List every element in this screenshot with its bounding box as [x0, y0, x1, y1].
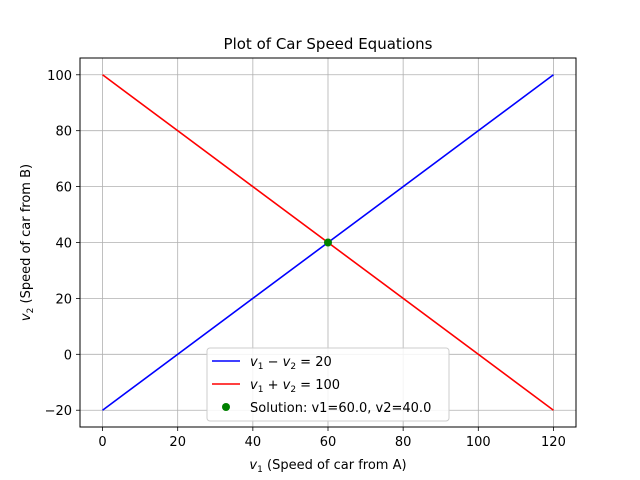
y-axis-label: v2​ (Speed of car from B): [19, 164, 36, 321]
legend-entry: v1​ + v2​ = 100: [250, 378, 340, 395]
y-tick-label: 80: [55, 125, 72, 140]
legend-box: [206, 347, 450, 422]
axis-ticks: 0 20 40 60 80 100 120 −20 0 20 40 60 80 100: [45, 69, 566, 450]
y-tick-label: 20: [55, 292, 72, 307]
chart-title: Plot of Car Speed Equations: [224, 35, 433, 53]
y-tick-label: 60: [55, 181, 72, 196]
legend-entry: v1​ − v2​ = 20: [250, 355, 332, 372]
solution-point: [324, 238, 332, 247]
x-tick-label: 60: [320, 435, 337, 450]
plot-area: [102, 74, 554, 411]
legend-marker: [222, 403, 230, 411]
x-tick-label: 100: [466, 435, 491, 450]
x-tick-label: 0: [98, 435, 106, 450]
x-tick-label: 40: [245, 435, 262, 450]
legend: v1​ − v2​ = 20 v1​ + v2​ = 100 Solution: v…: [206, 347, 450, 422]
x-tick-label: 120: [541, 435, 566, 450]
y-tick-label: −20: [45, 404, 72, 419]
y-tick-label: 40: [55, 237, 72, 252]
legend-entry: Solution: v1=60.0, v2=40.0: [250, 401, 431, 416]
y-tick-label: 100: [47, 69, 72, 84]
y-tick-label: 0: [64, 348, 72, 363]
x-tick-label: 80: [395, 435, 412, 450]
x-tick-label: 20: [169, 435, 186, 450]
x-axis-label: v1​ (Speed of car from A): [249, 458, 406, 475]
axis-titles: v1​ (Speed of car from A) v2​ (Speed of c…: [19, 164, 407, 475]
